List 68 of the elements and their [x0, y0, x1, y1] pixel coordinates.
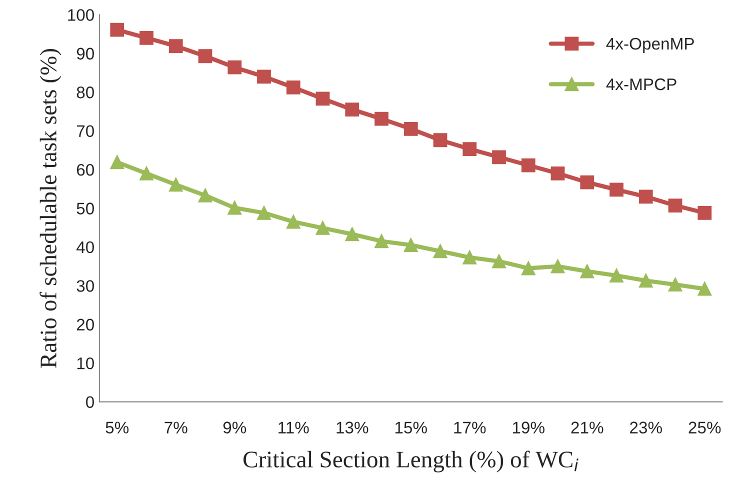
- point: [668, 198, 682, 212]
- point: [286, 80, 300, 94]
- point: [198, 49, 212, 64]
- x-tick-label: 15%: [395, 422, 427, 434]
- point: [698, 206, 712, 220]
- point: [698, 282, 712, 296]
- point: [580, 264, 594, 278]
- point: [462, 142, 477, 156]
- point: [521, 158, 536, 172]
- x-tick-label: 17%: [454, 422, 486, 434]
- point: [374, 234, 388, 248]
- point: [492, 150, 506, 164]
- point: [286, 214, 300, 229]
- point: [638, 274, 653, 288]
- y-tick-label: 40: [76, 241, 94, 254]
- point: [550, 259, 565, 274]
- x-tick-label: 25%: [688, 422, 721, 434]
- legend-label: 4x-MPCP: [606, 78, 676, 90]
- point: [140, 166, 154, 180]
- point: [316, 221, 330, 235]
- point: [404, 238, 418, 252]
- point: [257, 70, 271, 84]
- point: [492, 254, 506, 268]
- x-axis-title: Critical Section Length (%) of WC$_{i}$: [244, 450, 578, 472]
- y-tick-label: 80: [76, 86, 94, 98]
- y-tick-label: 70: [76, 125, 94, 138]
- point: [374, 112, 388, 126]
- y-tick-label: 30: [76, 280, 94, 292]
- y-tick-label: 20: [76, 318, 94, 331]
- legend-label: 4x-OpenMP: [606, 38, 694, 53]
- x-tick-label: 9%: [223, 422, 246, 434]
- y-tick-label: 90: [76, 48, 94, 60]
- x-tick-label: 23%: [630, 422, 662, 434]
- point: [140, 30, 154, 45]
- point: [433, 244, 448, 258]
- y-tick-label: 50: [76, 202, 94, 214]
- point: [198, 188, 212, 202]
- x-tick-label: 7%: [164, 422, 188, 434]
- point: [462, 250, 477, 264]
- point: [638, 190, 653, 204]
- point: [345, 227, 360, 242]
- point: [168, 39, 183, 53]
- point: [580, 175, 594, 190]
- y-tick-label: 60: [76, 164, 94, 176]
- point: [168, 178, 183, 192]
- x-tick-label: 19%: [512, 422, 544, 434]
- y-tick-label: 100: [68, 9, 94, 21]
- point: [110, 22, 124, 37]
- y-tick-label: 0: [86, 396, 94, 408]
- point: [610, 268, 624, 283]
- point: [316, 92, 330, 106]
- point: [404, 122, 418, 136]
- point: [521, 261, 536, 276]
- x-tick-label: 5%: [106, 422, 129, 434]
- point: [257, 206, 271, 220]
- y-axis-title: Ratio of schedulable task sets (%): [40, 48, 62, 368]
- x-tick-label: 11%: [278, 422, 309, 434]
- point: [433, 133, 448, 148]
- point: [110, 155, 124, 170]
- x-tick-label: 21%: [571, 422, 604, 434]
- point: [550, 166, 565, 180]
- x-tick-label: 13%: [336, 422, 368, 434]
- point: [228, 200, 242, 215]
- point: [610, 182, 624, 197]
- point: [345, 102, 360, 116]
- point: [668, 278, 682, 292]
- point: [228, 60, 242, 74]
- y-tick-label: 10: [77, 357, 94, 370]
